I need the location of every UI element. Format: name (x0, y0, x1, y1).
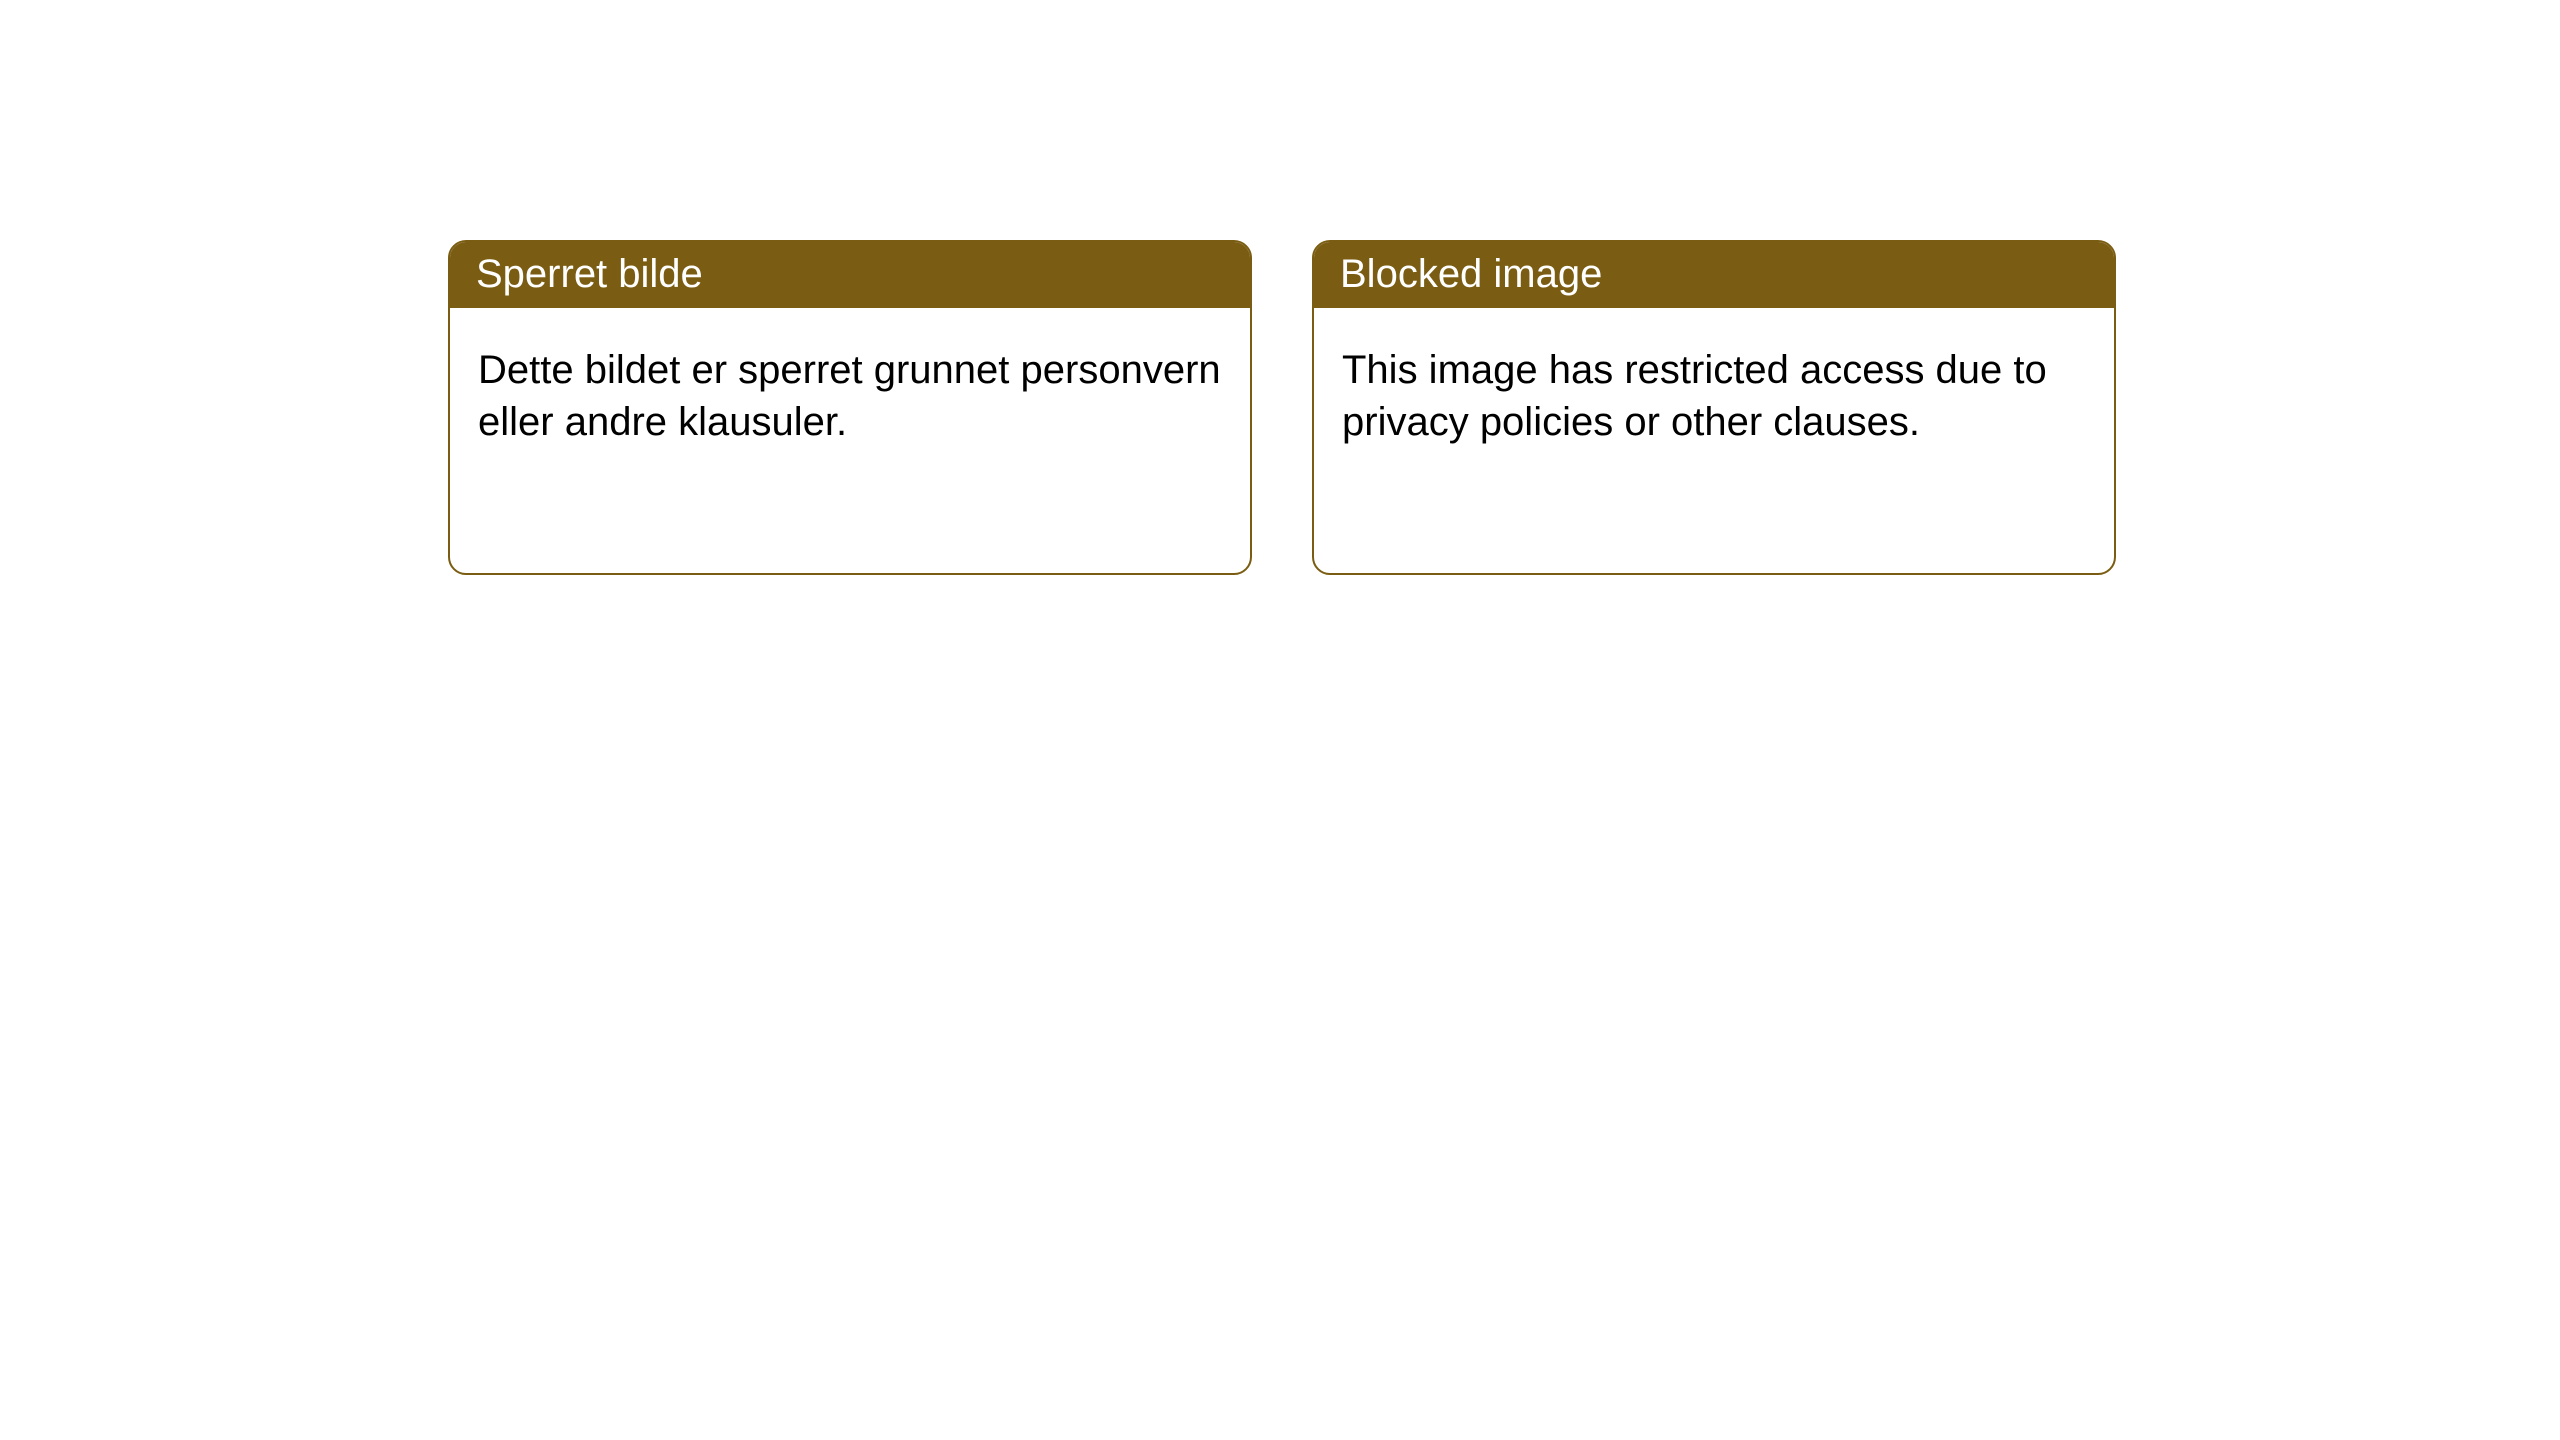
notice-card-norwegian: Sperret bilde Dette bildet er sperret gr… (448, 240, 1252, 575)
notice-header-english: Blocked image (1314, 242, 2114, 308)
notice-card-english: Blocked image This image has restricted … (1312, 240, 2116, 575)
notice-container: Sperret bilde Dette bildet er sperret gr… (0, 0, 2560, 575)
notice-body-english: This image has restricted access due to … (1314, 308, 2114, 468)
notice-header-norwegian: Sperret bilde (450, 242, 1250, 308)
notice-body-norwegian: Dette bildet er sperret grunnet personve… (450, 308, 1250, 468)
